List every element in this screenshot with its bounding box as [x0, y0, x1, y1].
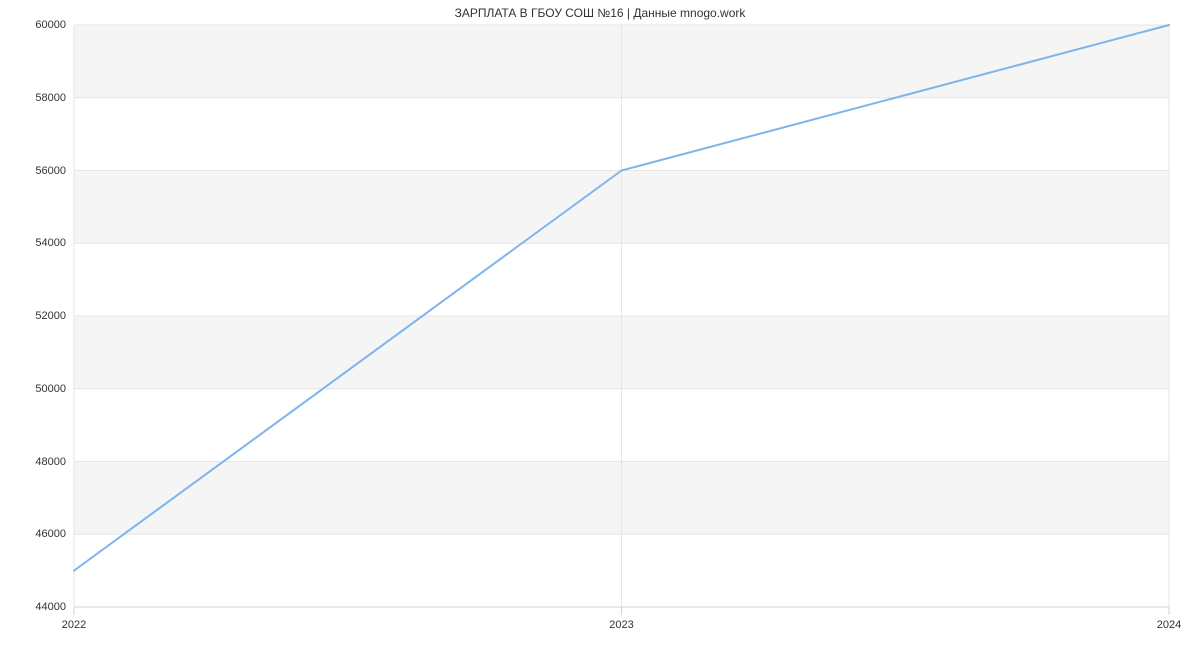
x-tick-label: 2024: [1157, 619, 1181, 631]
x-tick-label: 2023: [609, 619, 633, 631]
y-tick-label: 52000: [0, 310, 66, 322]
y-tick-label: 60000: [0, 19, 66, 31]
y-tick-label: 46000: [0, 528, 66, 540]
y-tick-label: 58000: [0, 92, 66, 104]
y-tick-label: 44000: [0, 601, 66, 613]
salary-line-chart: ЗАРПЛАТА В ГБОУ СОШ №16 | Данные mnogo.w…: [0, 0, 1200, 650]
y-tick-label: 56000: [0, 165, 66, 177]
y-tick-label: 50000: [0, 383, 66, 395]
chart-plot-svg: [0, 0, 1200, 650]
y-tick-label: 48000: [0, 456, 66, 468]
y-tick-label: 54000: [0, 237, 66, 249]
x-tick-label: 2022: [62, 619, 86, 631]
